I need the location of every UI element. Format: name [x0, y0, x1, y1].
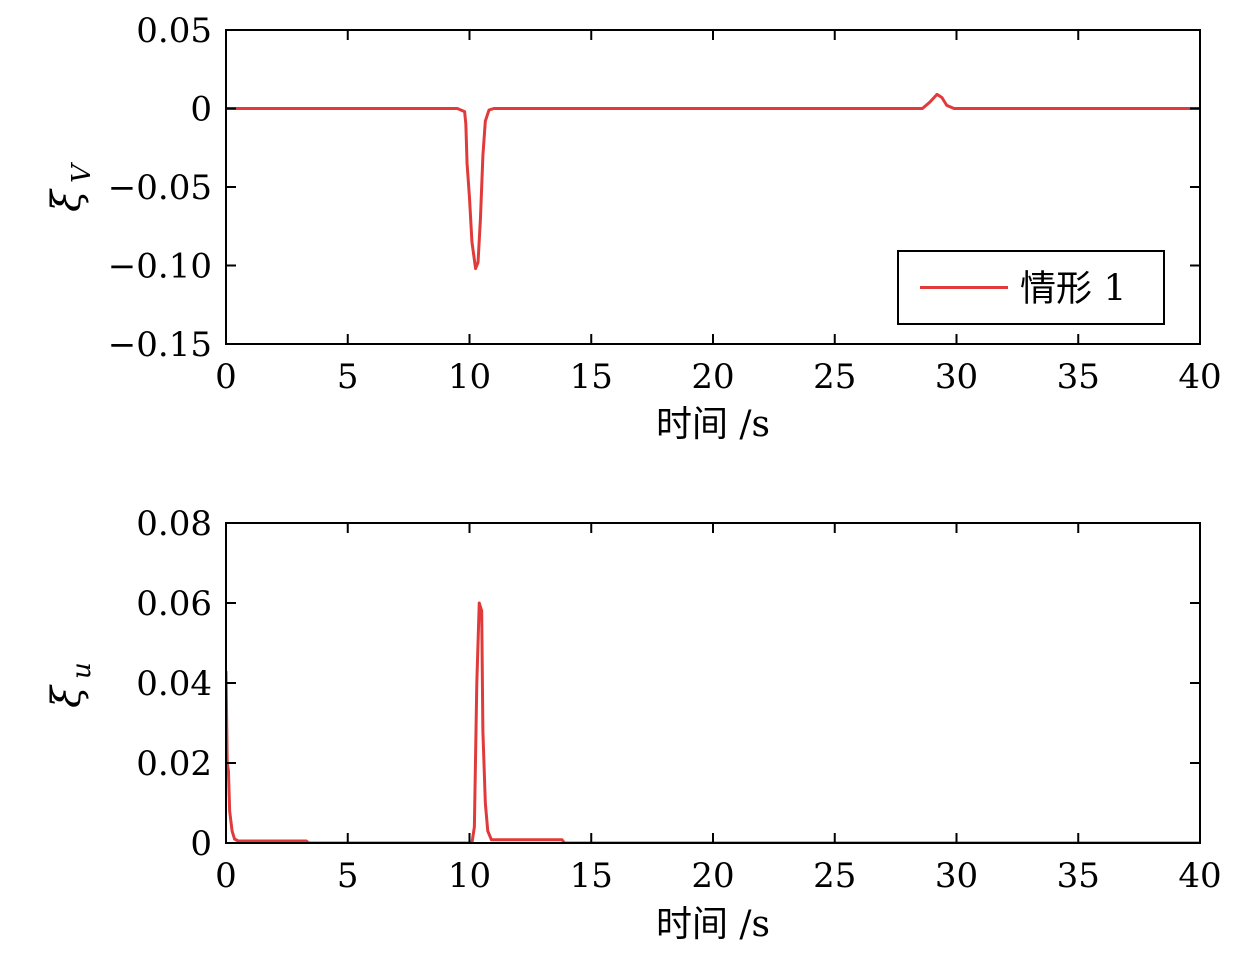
x-tick-label: 30	[935, 856, 978, 896]
x-axis-label: 时间 /s	[656, 904, 770, 945]
x-tick-label: 35	[1057, 856, 1100, 896]
x-tick-label: 0	[215, 357, 237, 397]
series-line-1	[226, 92, 1200, 271]
x-tick-label: 5	[337, 856, 359, 896]
series-line-1	[226, 601, 1200, 843]
x-tick-label: 15	[570, 357, 613, 397]
y-tick-label: 0.05	[136, 11, 212, 51]
x-tick-label: 40	[1178, 357, 1221, 397]
x-tick-label: 20	[691, 856, 734, 896]
y-tick-label: 0	[190, 824, 212, 864]
x-tick-label: 5	[337, 357, 359, 397]
y-tick-label: 0.02	[136, 744, 212, 784]
x-tick-label: 20	[691, 357, 734, 397]
x-tick-label: 0	[215, 856, 237, 896]
y-axis-label: ξV	[44, 162, 97, 212]
x-tick-label: 15	[570, 856, 613, 896]
x-tick-label: 35	[1057, 357, 1100, 397]
y-tick-label: 0.04	[136, 664, 212, 704]
y-axis-label-symbol: ξ	[44, 188, 90, 212]
y-tick-label: 0	[190, 90, 212, 130]
y-tick-label: −0.05	[108, 168, 212, 208]
chart-panel-1: 0 5 10 15 20 25 30 35 40 −0.15 −0.10 −0.05 0 0.05 时间 /…	[44, 11, 1222, 445]
x-tick-label: 25	[813, 856, 856, 896]
y-axis-label-symbol: ξ	[44, 684, 90, 708]
x-axis-label: 时间 /s	[656, 404, 770, 445]
y-tick-label: 0.08	[136, 504, 212, 544]
legend-entry-label: 情形 1	[1020, 269, 1126, 310]
y-tick-label: −0.10	[108, 247, 212, 287]
x-tick-label: 40	[1178, 856, 1221, 896]
x-tick-label: 30	[935, 357, 978, 397]
plot-frame	[225, 522, 1201, 844]
y-axis-label: ξu	[44, 662, 97, 708]
y-axis-label-subscript: V	[67, 162, 97, 183]
y-tick-label: 0.06	[136, 584, 212, 624]
x-tick-label: 10	[448, 856, 491, 896]
x-tick-label: 10	[448, 357, 491, 397]
y-tick-label: −0.15	[108, 325, 212, 365]
y-axis-label-subscript: u	[67, 662, 97, 679]
x-tick-label: 25	[813, 357, 856, 397]
chart-panel-2: 0 5 10 15 20 25 30 35 40 0 0.02 0.04 0.06 0.08 时间 /s ξu	[44, 504, 1222, 945]
